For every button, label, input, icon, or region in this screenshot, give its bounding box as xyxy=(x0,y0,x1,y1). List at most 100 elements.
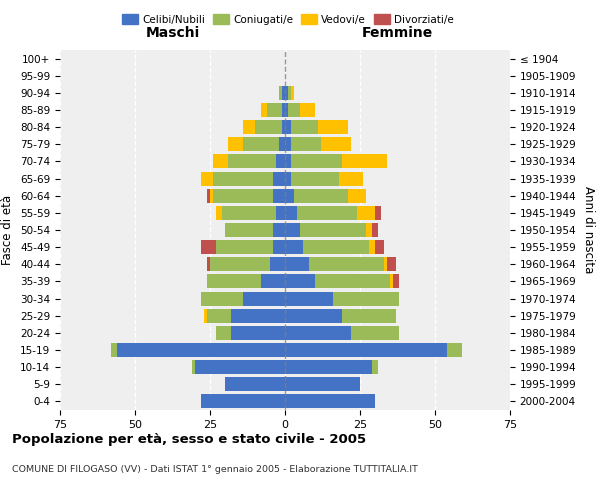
Bar xyxy=(291,120,318,134)
Bar xyxy=(351,326,399,340)
Bar xyxy=(285,240,303,254)
Bar xyxy=(285,274,315,288)
Bar xyxy=(231,326,285,340)
Bar xyxy=(282,86,285,100)
Bar xyxy=(279,138,285,151)
Bar xyxy=(375,240,384,254)
Bar xyxy=(309,258,384,272)
Bar xyxy=(285,154,291,168)
Bar xyxy=(285,326,351,340)
Bar xyxy=(273,172,285,185)
Bar xyxy=(243,138,279,151)
Bar xyxy=(201,172,213,185)
Bar xyxy=(288,103,300,117)
Bar xyxy=(207,308,231,322)
Bar xyxy=(231,308,285,322)
Bar xyxy=(225,223,273,237)
Y-axis label: Fasce di età: Fasce di età xyxy=(1,195,14,265)
Bar xyxy=(204,308,207,322)
Bar xyxy=(447,343,462,357)
Bar xyxy=(282,120,285,134)
Bar xyxy=(300,103,315,117)
Bar xyxy=(303,240,369,254)
Bar xyxy=(285,258,309,272)
Bar xyxy=(273,223,285,237)
Bar xyxy=(228,138,243,151)
Bar xyxy=(213,154,228,168)
Bar xyxy=(216,326,231,340)
Bar xyxy=(348,188,366,202)
Bar xyxy=(261,103,267,117)
Bar xyxy=(117,343,285,357)
Bar xyxy=(192,360,195,374)
Bar xyxy=(285,394,375,408)
Text: Popolazione per età, sesso e stato civile - 2005: Popolazione per età, sesso e stato civil… xyxy=(12,432,366,446)
Bar xyxy=(210,258,270,272)
Bar xyxy=(201,240,216,254)
Bar xyxy=(207,274,261,288)
Bar xyxy=(285,223,300,237)
Bar xyxy=(375,206,381,220)
Bar xyxy=(216,240,273,254)
Bar xyxy=(297,206,357,220)
Bar xyxy=(222,206,276,220)
Bar xyxy=(213,188,273,202)
Bar xyxy=(285,188,294,202)
Bar xyxy=(285,343,447,357)
Bar xyxy=(372,223,378,237)
Bar xyxy=(267,103,282,117)
Legend: Celibi/Nubili, Coniugati/e, Vedovi/e, Divorziati/e: Celibi/Nubili, Coniugati/e, Vedovi/e, Di… xyxy=(118,10,458,29)
Bar xyxy=(285,378,360,392)
Bar xyxy=(207,188,210,202)
Bar xyxy=(342,154,387,168)
Bar xyxy=(294,188,348,202)
Bar xyxy=(384,258,387,272)
Bar xyxy=(369,240,375,254)
Bar xyxy=(195,360,285,374)
Bar xyxy=(282,103,285,117)
Bar xyxy=(285,292,333,306)
Y-axis label: Anni di nascita: Anni di nascita xyxy=(582,186,595,274)
Bar xyxy=(201,394,285,408)
Bar xyxy=(390,274,393,288)
Bar xyxy=(285,360,372,374)
Text: Femmine: Femmine xyxy=(362,26,433,40)
Bar xyxy=(339,172,363,185)
Bar xyxy=(372,360,378,374)
Bar xyxy=(315,274,390,288)
Bar xyxy=(210,188,213,202)
Bar xyxy=(225,378,285,392)
Bar xyxy=(111,343,117,357)
Bar xyxy=(285,138,291,151)
Text: Maschi: Maschi xyxy=(145,26,200,40)
Bar xyxy=(216,206,222,220)
Text: COMUNE DI FILOGASO (VV) - Dati ISTAT 1° gennaio 2005 - Elaborazione TUTTITALIA.I: COMUNE DI FILOGASO (VV) - Dati ISTAT 1° … xyxy=(12,466,418,474)
Bar xyxy=(300,223,366,237)
Bar xyxy=(285,206,297,220)
Bar xyxy=(207,258,210,272)
Bar xyxy=(273,188,285,202)
Bar xyxy=(366,223,372,237)
Bar xyxy=(387,258,396,272)
Bar xyxy=(342,308,396,322)
Bar xyxy=(291,154,342,168)
Bar xyxy=(243,292,285,306)
Bar xyxy=(291,138,321,151)
Bar xyxy=(255,120,282,134)
Bar xyxy=(288,86,291,100)
Bar xyxy=(279,86,282,100)
Bar xyxy=(291,172,339,185)
Bar xyxy=(213,172,273,185)
Bar xyxy=(270,258,285,272)
Bar xyxy=(285,172,291,185)
Bar xyxy=(285,308,342,322)
Bar xyxy=(318,120,348,134)
Bar xyxy=(276,206,285,220)
Bar xyxy=(333,292,399,306)
Bar xyxy=(285,120,291,134)
Bar xyxy=(357,206,375,220)
Bar xyxy=(285,103,288,117)
Bar xyxy=(276,154,285,168)
Bar xyxy=(273,240,285,254)
Bar xyxy=(285,86,288,100)
